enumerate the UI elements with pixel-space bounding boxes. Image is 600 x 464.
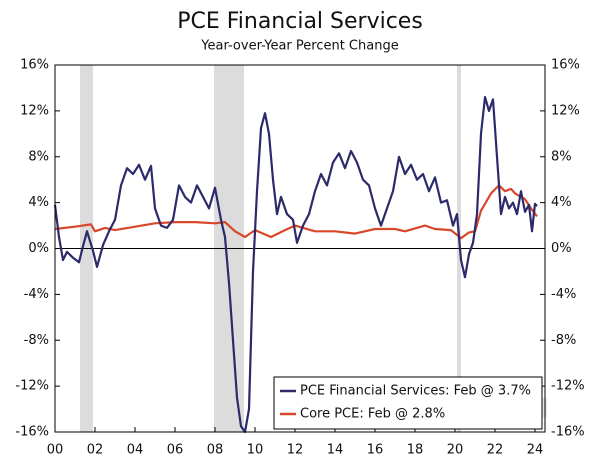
y-tick-label: 0% [28,241,49,256]
plot-frame [54,64,546,433]
y-tick-label: 8% [28,149,49,164]
y2-tick-label: 12% [551,103,580,118]
x-tick-label: 10 [247,443,264,458]
x-tick-label: 14 [327,443,344,458]
x-tick-label: 04 [127,443,144,458]
series-line [53,96,538,434]
y2-tick-label: -12% [551,379,585,394]
chart-subtitle: Year-over-Year Percent Change [200,39,398,54]
y2-tick-label: 0% [551,241,572,256]
x-tick-label: 16 [367,443,384,458]
chart-title: PCE Financial Services [177,9,423,34]
y2-tick-label: -16% [551,425,585,440]
x-tick-label: 24 [527,443,544,458]
y2-tick-label: 8% [551,149,572,164]
y2-tick-label: -8% [551,333,576,348]
x-tick-label: 20 [447,443,464,458]
x-tick-label: 00 [47,443,64,458]
x-tick-label: 08 [207,443,224,458]
y2-tick-label: 16% [551,58,580,73]
y-tick-label: -8% [24,333,49,348]
y-tick-label: 16% [20,58,49,73]
y-tick-label: 4% [28,195,49,210]
legend-box [273,376,543,430]
y-tick-label: 12% [20,103,49,118]
x-tick-label: 02 [87,443,104,458]
legend-label: PCE Financial Services: Feb @ 3.7% [300,384,531,399]
x-tick-label: 06 [167,443,184,458]
x-tick-label: 18 [407,443,424,458]
y2-tick-label: 4% [551,195,572,210]
x-tick-label: 12 [287,443,304,458]
y-tick-label: -4% [24,287,49,302]
y2-tick-label: -4% [551,287,576,302]
x-tick-label: 22 [487,443,504,458]
legend-label: Core PCE: Feb @ 2.8% [300,407,445,422]
y-tick-label: -12% [15,379,49,394]
y-tick-label: -16% [15,425,49,440]
series-line [54,184,538,240]
